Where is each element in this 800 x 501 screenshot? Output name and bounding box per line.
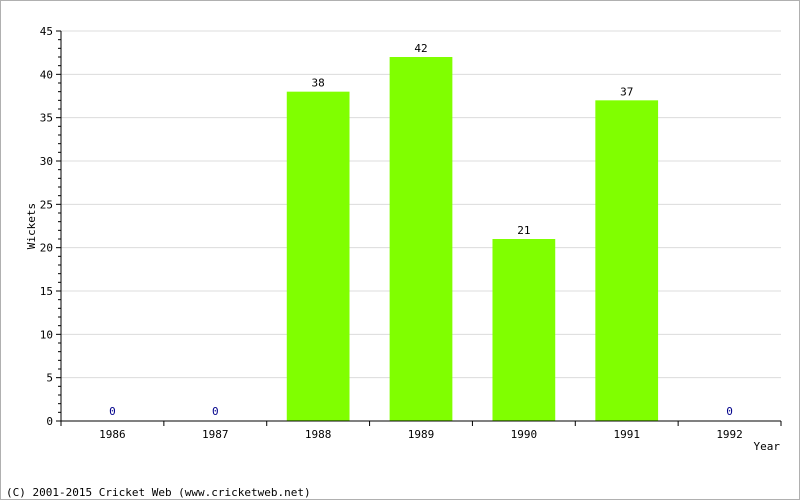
copyright-footer: (C) 2001-2015 Cricket Web (www.cricketwe… (6, 486, 311, 499)
x-tick-label: 1988 (305, 428, 332, 441)
y-tick-label: 35 (40, 112, 53, 125)
x-tick-label: 1986 (99, 428, 126, 441)
value-label: 0 (212, 405, 219, 418)
x-axis-title: Year (754, 440, 781, 453)
value-label: 0 (726, 405, 733, 418)
bar (389, 57, 453, 421)
bar (492, 239, 556, 421)
y-ticks: 0 5 10 15 20 25 30 35 40 45 (40, 25, 61, 428)
y-tick-label: 10 (40, 328, 53, 341)
y-tick-label: 25 (40, 198, 53, 211)
y-tick-label: 45 (40, 25, 53, 38)
y-axis-title: Wickets (25, 203, 38, 249)
y-tick-label: 30 (40, 155, 53, 168)
y-tick-label: 15 (40, 285, 53, 298)
y-tick-label: 40 (40, 68, 53, 81)
bar (595, 100, 659, 421)
value-label: 42 (414, 42, 427, 55)
bar (286, 91, 350, 422)
y-tick-label: 0 (46, 415, 53, 428)
y-tick-label: 5 (46, 372, 53, 385)
x-tick-label: 1990 (511, 428, 538, 441)
x-ticks: 1986 1987 1988 1989 1990 1991 1992 (60, 421, 782, 441)
axes (60, 31, 781, 422)
x-tick-label: 1987 (202, 428, 229, 441)
x-tick-label: 1989 (408, 428, 435, 441)
value-label: 37 (620, 85, 633, 98)
x-tick-label: 1992 (716, 428, 743, 441)
value-labels: 0 0 38 42 21 37 0 (109, 42, 733, 418)
x-tick-label: 1991 (613, 428, 640, 441)
bars (286, 57, 659, 422)
value-label: 0 (109, 405, 116, 418)
value-label: 38 (312, 77, 325, 90)
y-tick-label: 20 (40, 242, 53, 255)
value-label: 21 (517, 224, 530, 237)
